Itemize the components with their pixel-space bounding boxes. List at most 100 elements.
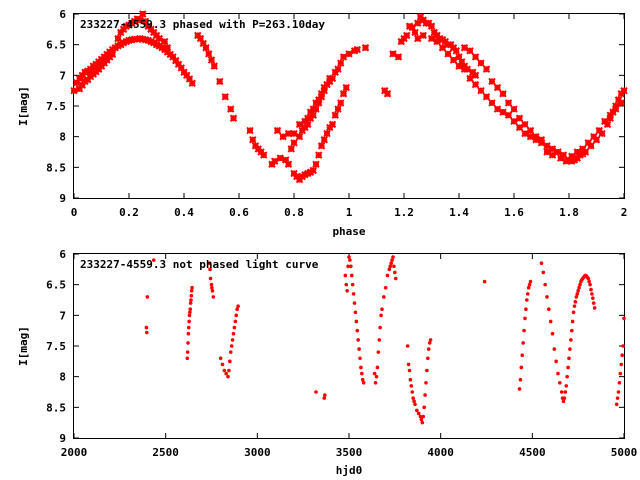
phased-data-point <box>411 28 419 37</box>
phased-data-point <box>620 86 628 95</box>
phased-data-point <box>499 90 507 98</box>
unphased-data-point <box>410 390 415 394</box>
unphased-data-point <box>415 408 419 413</box>
phased-plot-title: 233227-4559.3 phased with P=263.10day <box>80 18 325 31</box>
unphased-data-point <box>569 328 574 333</box>
unphased-data-point <box>571 310 576 315</box>
phased-plot-frame <box>73 13 625 199</box>
phased-data-point <box>70 86 78 95</box>
unphased-data-point <box>188 307 193 312</box>
unphased-data-point <box>592 306 597 310</box>
phased-data-point <box>276 154 284 162</box>
unphased-data-point <box>411 396 415 400</box>
unphased-data-point <box>425 368 429 373</box>
phased-data-point <box>229 114 238 122</box>
unphased-data-point <box>360 377 365 382</box>
phased-x-tick-label: 2 <box>621 206 628 219</box>
unphased-data-point <box>189 289 194 293</box>
phased-data-point <box>419 31 427 40</box>
phased-x-tick-label: 0.4 <box>174 206 194 219</box>
phased-data-point <box>438 44 447 52</box>
unphased-data-point <box>208 276 213 281</box>
unphased-data-point <box>385 273 390 278</box>
unphased-data-point <box>358 356 362 361</box>
phased-data-point <box>612 105 620 113</box>
unphased-data-point <box>525 298 529 302</box>
unphased-y-tick-label: 7 <box>59 309 66 322</box>
phased-y-tick-label: 8 <box>59 131 66 144</box>
unphased-data-point <box>622 316 626 321</box>
phased-data-point <box>196 34 205 43</box>
phased-data-point <box>342 83 350 92</box>
phased-data-point <box>606 114 614 122</box>
phased-data-point <box>510 105 518 113</box>
phased-data-point <box>287 145 295 153</box>
phased-data-point <box>323 80 331 89</box>
unphased-data-point <box>387 267 392 272</box>
unphased-data-point <box>527 282 532 287</box>
phased-data-point <box>504 111 513 119</box>
unphased-data-point <box>389 261 393 266</box>
unphased-data-point <box>408 377 413 382</box>
unphased-data-point <box>189 293 194 298</box>
phased-x-tick-label: 1.2 <box>394 206 414 219</box>
phased-data-point <box>526 132 535 141</box>
unphased-data-point <box>346 264 350 269</box>
unphased-x-axis-label: hjd0 <box>336 464 363 477</box>
phased-y-axis-label: I[mag] <box>17 86 30 126</box>
unphased-x-tick-label: 3500 <box>336 446 363 459</box>
unphased-data-point <box>586 276 591 281</box>
unphased-data-point <box>345 289 349 293</box>
unphased-data-point <box>578 282 582 287</box>
unphased-x-tick-label: 5000 <box>611 446 638 459</box>
phased-data-point <box>205 50 213 58</box>
unphased-data-point <box>185 356 190 361</box>
unphased-data-point <box>423 393 427 397</box>
phased-data-point <box>466 74 474 83</box>
phased-data-point <box>493 105 502 113</box>
phased-data-point <box>526 126 535 135</box>
phased-data-point <box>279 132 287 141</box>
unphased-data-point <box>235 307 239 312</box>
phased-data-point <box>455 62 463 70</box>
unphased-data-point <box>391 255 395 259</box>
unphased-data-point <box>376 350 381 354</box>
phased-data-point <box>405 22 414 30</box>
unphased-data-point <box>210 289 215 293</box>
unphased-data-point <box>233 319 238 324</box>
unphased-data-point <box>523 316 527 321</box>
unphased-data-point <box>323 393 327 397</box>
phased-data-point <box>471 80 480 89</box>
phased-data-point <box>532 136 540 144</box>
phased-data-point <box>427 34 436 43</box>
phased-data-point <box>78 81 86 89</box>
unphased-data-point <box>543 282 547 287</box>
unphased-data-point <box>188 301 193 305</box>
unphased-data-point <box>351 292 356 296</box>
phased-data-point <box>612 102 620 110</box>
unphased-data-point <box>590 292 594 296</box>
phased-data-point <box>326 74 334 83</box>
unphased-data-point <box>617 381 622 385</box>
phased-data-point <box>317 90 326 98</box>
phased-data-point <box>210 62 218 70</box>
phased-data-point <box>309 105 317 113</box>
phased-data-point <box>414 19 422 27</box>
phased-data-point <box>460 65 469 73</box>
phased-data-point <box>295 132 304 141</box>
phased-data-point <box>471 71 480 80</box>
unphased-x-tick-label: 2500 <box>152 446 179 459</box>
phased-data-point <box>537 136 546 144</box>
unphased-data-point <box>520 353 525 358</box>
unphased-data-point <box>144 330 149 335</box>
unphased-data-point <box>355 328 360 333</box>
phased-data-point <box>114 34 122 43</box>
phased-data-point <box>249 136 257 144</box>
phased-data-point <box>122 37 130 46</box>
unphased-data-points <box>144 255 626 425</box>
phased-x-axis-label: phase <box>332 225 365 238</box>
phased-data-point <box>394 53 403 61</box>
unphased-data-point <box>572 304 577 308</box>
unphased-data-point <box>526 285 531 290</box>
unphased-data-point <box>620 353 624 358</box>
